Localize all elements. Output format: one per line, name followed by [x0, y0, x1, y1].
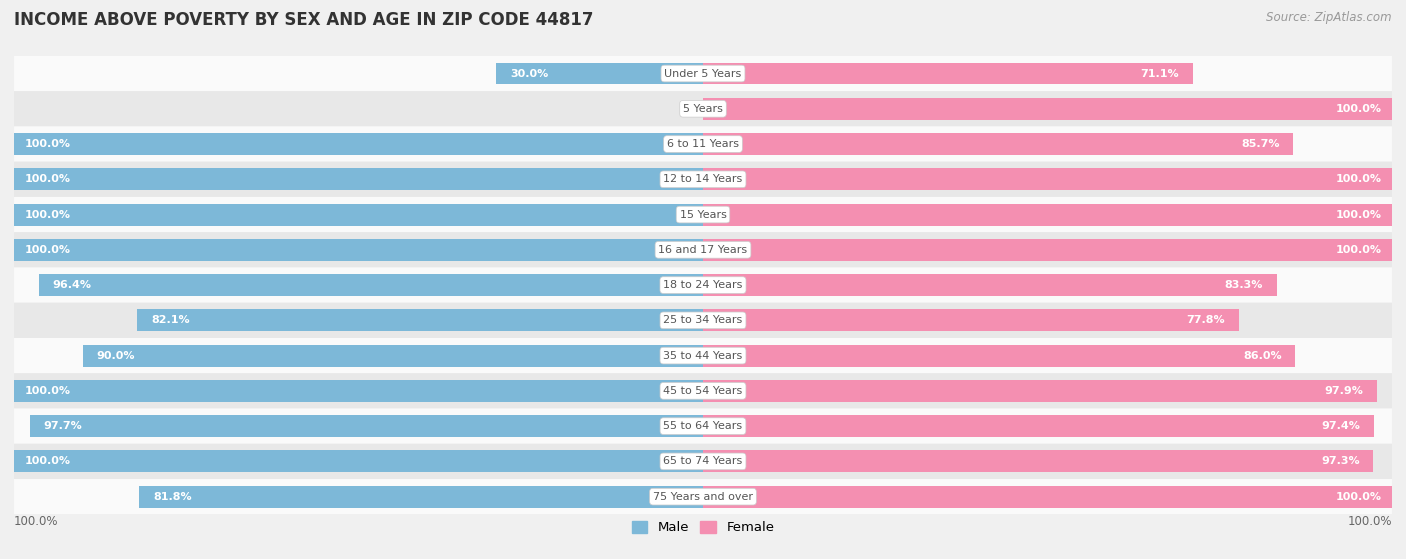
Bar: [703, 415, 1374, 437]
Text: 96.4%: 96.4%: [52, 280, 91, 290]
Text: 97.4%: 97.4%: [1322, 421, 1360, 431]
Bar: [39, 274, 703, 296]
Text: 18 to 24 Years: 18 to 24 Years: [664, 280, 742, 290]
FancyBboxPatch shape: [14, 267, 1392, 303]
Bar: [83, 345, 703, 367]
Text: 71.1%: 71.1%: [1140, 69, 1180, 78]
Text: 15 Years: 15 Years: [679, 210, 727, 220]
Bar: [703, 133, 1294, 155]
Text: 25 to 34 Years: 25 to 34 Years: [664, 315, 742, 325]
Text: 97.9%: 97.9%: [1324, 386, 1364, 396]
Bar: [703, 486, 1392, 508]
Text: 100.0%: 100.0%: [24, 174, 70, 184]
Text: 90.0%: 90.0%: [97, 350, 135, 361]
Bar: [496, 63, 703, 84]
FancyBboxPatch shape: [14, 409, 1392, 444]
FancyBboxPatch shape: [14, 479, 1392, 514]
Bar: [138, 310, 703, 331]
Text: 65 to 74 Years: 65 to 74 Years: [664, 456, 742, 466]
Bar: [14, 239, 703, 260]
FancyBboxPatch shape: [14, 232, 1392, 267]
Bar: [703, 451, 1374, 472]
Text: 100.0%: 100.0%: [24, 386, 70, 396]
Text: 83.3%: 83.3%: [1225, 280, 1263, 290]
Bar: [703, 274, 1277, 296]
Bar: [14, 133, 703, 155]
Bar: [14, 203, 703, 225]
FancyBboxPatch shape: [14, 444, 1392, 479]
Bar: [139, 486, 703, 508]
Bar: [30, 415, 703, 437]
Text: 100.0%: 100.0%: [1336, 174, 1382, 184]
FancyBboxPatch shape: [14, 162, 1392, 197]
Text: 100.0%: 100.0%: [1336, 492, 1382, 501]
Bar: [703, 168, 1392, 190]
Bar: [703, 203, 1392, 225]
FancyBboxPatch shape: [14, 91, 1392, 126]
Bar: [14, 168, 703, 190]
Text: 97.7%: 97.7%: [44, 421, 83, 431]
Bar: [703, 380, 1378, 402]
Bar: [703, 63, 1192, 84]
Text: 100.0%: 100.0%: [24, 456, 70, 466]
Text: 12 to 14 Years: 12 to 14 Years: [664, 174, 742, 184]
Text: 100.0%: 100.0%: [24, 210, 70, 220]
Text: 16 and 17 Years: 16 and 17 Years: [658, 245, 748, 255]
Text: 81.8%: 81.8%: [153, 492, 191, 501]
Text: 55 to 64 Years: 55 to 64 Years: [664, 421, 742, 431]
Legend: Male, Female: Male, Female: [626, 516, 780, 540]
FancyBboxPatch shape: [14, 338, 1392, 373]
Bar: [703, 345, 1295, 367]
FancyBboxPatch shape: [14, 197, 1392, 232]
Bar: [14, 451, 703, 472]
Text: 97.3%: 97.3%: [1320, 456, 1360, 466]
Text: INCOME ABOVE POVERTY BY SEX AND AGE IN ZIP CODE 44817: INCOME ABOVE POVERTY BY SEX AND AGE IN Z…: [14, 11, 593, 29]
Text: Source: ZipAtlas.com: Source: ZipAtlas.com: [1267, 11, 1392, 24]
FancyBboxPatch shape: [14, 303, 1392, 338]
Text: 100.0%: 100.0%: [14, 515, 59, 528]
Text: 82.1%: 82.1%: [152, 315, 190, 325]
Text: Under 5 Years: Under 5 Years: [665, 69, 741, 78]
FancyBboxPatch shape: [14, 373, 1392, 409]
Text: 6 to 11 Years: 6 to 11 Years: [666, 139, 740, 149]
Text: 86.0%: 86.0%: [1243, 350, 1282, 361]
FancyBboxPatch shape: [14, 126, 1392, 162]
Bar: [703, 98, 1392, 120]
Text: 100.0%: 100.0%: [1347, 515, 1392, 528]
Text: 35 to 44 Years: 35 to 44 Years: [664, 350, 742, 361]
Bar: [703, 310, 1239, 331]
Text: 100.0%: 100.0%: [24, 139, 70, 149]
Text: 77.8%: 77.8%: [1187, 315, 1225, 325]
Bar: [14, 380, 703, 402]
Text: 100.0%: 100.0%: [1336, 210, 1382, 220]
Text: 30.0%: 30.0%: [510, 69, 548, 78]
Text: 85.7%: 85.7%: [1241, 139, 1279, 149]
FancyBboxPatch shape: [14, 56, 1392, 91]
Text: 100.0%: 100.0%: [1336, 245, 1382, 255]
Text: 100.0%: 100.0%: [24, 245, 70, 255]
Text: 100.0%: 100.0%: [1336, 104, 1382, 114]
Text: 5 Years: 5 Years: [683, 104, 723, 114]
Text: 45 to 54 Years: 45 to 54 Years: [664, 386, 742, 396]
Text: 75 Years and over: 75 Years and over: [652, 492, 754, 501]
Bar: [703, 239, 1392, 260]
